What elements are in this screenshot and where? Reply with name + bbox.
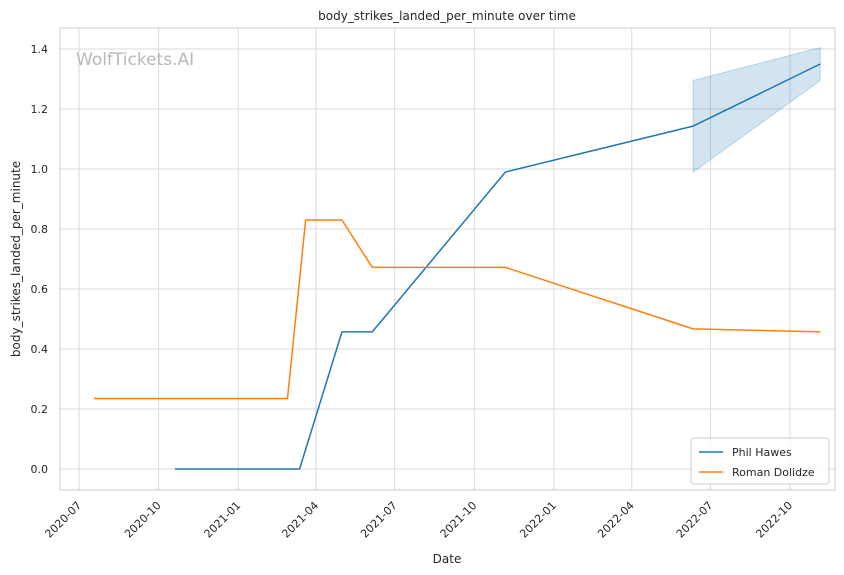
x-tick-label: 2022-04 (595, 499, 637, 541)
legend-box (690, 437, 830, 485)
x-tick-label: 2021-10 (438, 499, 480, 541)
y-tick-label: 0.8 (31, 223, 49, 236)
legend-label-phil-hawes: Phil Hawes (732, 446, 792, 459)
y-tick-label: 0.0 (31, 463, 49, 476)
confidence-band-series-0 (692, 46, 821, 173)
x-tick-label: 2022-10 (753, 499, 795, 541)
x-tick-label: 2022-01 (517, 499, 559, 541)
x-tick-label: 2021-01 (202, 499, 244, 541)
y-axis-title: body_strikes_landed_per_minute (9, 161, 23, 357)
y-tick-label: 1.2 (31, 103, 49, 116)
y-tick-label: 0.4 (31, 343, 49, 356)
series-line-1 (93, 219, 821, 400)
confidence-bands (692, 46, 821, 173)
watermark-text: WolfTickets.AI (76, 50, 194, 70)
x-tick-label: 2020-07 (42, 499, 84, 541)
y-axis-ticks: 0.0 0.2 0.4 0.6 0.8 1.0 1.2 1.4 (31, 43, 49, 476)
y-tick-label: 0.2 (31, 403, 49, 416)
legend: Phil Hawes Roman Dolidze (690, 437, 830, 485)
x-tick-label: 2020-10 (122, 499, 164, 541)
chart-title: body_strikes_landed_per_minute over time (318, 9, 576, 23)
x-axis-ticks: 2020-07 2020-10 2021-01 2021-04 2021-07 2021-… (42, 499, 795, 541)
x-tick-label: 2021-07 (358, 499, 400, 541)
y-tick-label: 0.6 (31, 283, 49, 296)
y-tick-label: 1.4 (31, 43, 49, 56)
y-tick-label: 1.0 (31, 163, 49, 176)
x-tick-label: 2022-07 (674, 499, 716, 541)
x-tick-label: 2021-04 (279, 499, 321, 541)
x-axis-title: Date (433, 552, 462, 566)
plot-frame (59, 27, 836, 491)
plot-area (60, 28, 835, 490)
legend-label-roman-dolidze: Roman Dolidze (732, 466, 815, 479)
series-line-0 (175, 63, 821, 470)
series-lines (93, 63, 821, 470)
